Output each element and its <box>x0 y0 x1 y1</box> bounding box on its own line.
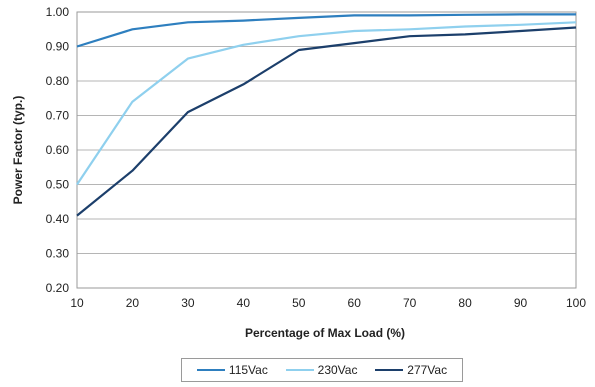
legend-item-277vac: 277Vac <box>375 363 447 377</box>
x-axis-ticks: 10 20 30 40 50 60 70 80 90 100 <box>70 296 586 310</box>
x-tick-label: 80 <box>458 296 472 310</box>
y-tick-label: 0.20 <box>46 281 70 295</box>
legend-swatch-115vac <box>196 369 225 371</box>
x-tick-label: 50 <box>292 296 306 310</box>
x-tick-label: 100 <box>566 296 586 310</box>
x-tick-label: 60 <box>348 296 362 310</box>
legend-item-115vac: 115Vac <box>196 363 268 377</box>
y-axis-title: Power Factor (typ.) <box>11 96 25 205</box>
x-tick-label: 10 <box>70 296 84 310</box>
series-lines <box>76 13 577 217</box>
y-tick-label: 0.50 <box>46 178 70 192</box>
x-tick-label: 20 <box>126 296 140 310</box>
x-axis-title: Percentage of Max Load (%) <box>245 326 405 340</box>
y-axis-ticks: 0.20 0.30 0.40 0.50 0.60 0.70 0.80 0.90 1.00 <box>46 5 70 295</box>
y-tick-label: 0.40 <box>46 212 70 226</box>
legend-label-115vac: 115Vac <box>228 363 268 377</box>
y-tick-label: 1.00 <box>46 5 70 19</box>
x-tick-label: 30 <box>181 296 195 310</box>
legend-label-277vac: 277Vac <box>407 363 448 377</box>
y-tick-label: 0.70 <box>46 109 70 123</box>
y-tick-label: 0.80 <box>46 74 70 88</box>
legend-label-230vac: 230Vac <box>317 363 358 377</box>
chart-legend: 115Vac 230Vac 277Vac <box>181 358 463 382</box>
plot-area <box>76 11 577 289</box>
y-tick-label: 0.90 <box>46 40 70 54</box>
series-line-230vac <box>76 21 577 186</box>
y-tick-label: 0.60 <box>46 143 70 157</box>
legend-item-230vac: 230Vac <box>285 363 358 377</box>
x-tick-label: 90 <box>514 296 528 310</box>
series-line-277vac <box>76 26 577 217</box>
y-tick-label: 0.30 <box>46 247 70 261</box>
legend-swatch-277vac <box>375 369 404 371</box>
x-tick-label: 40 <box>237 296 251 310</box>
x-tick-label: 70 <box>403 296 417 310</box>
series-line-115vac <box>76 13 576 48</box>
legend-swatch-230vac <box>285 369 314 371</box>
